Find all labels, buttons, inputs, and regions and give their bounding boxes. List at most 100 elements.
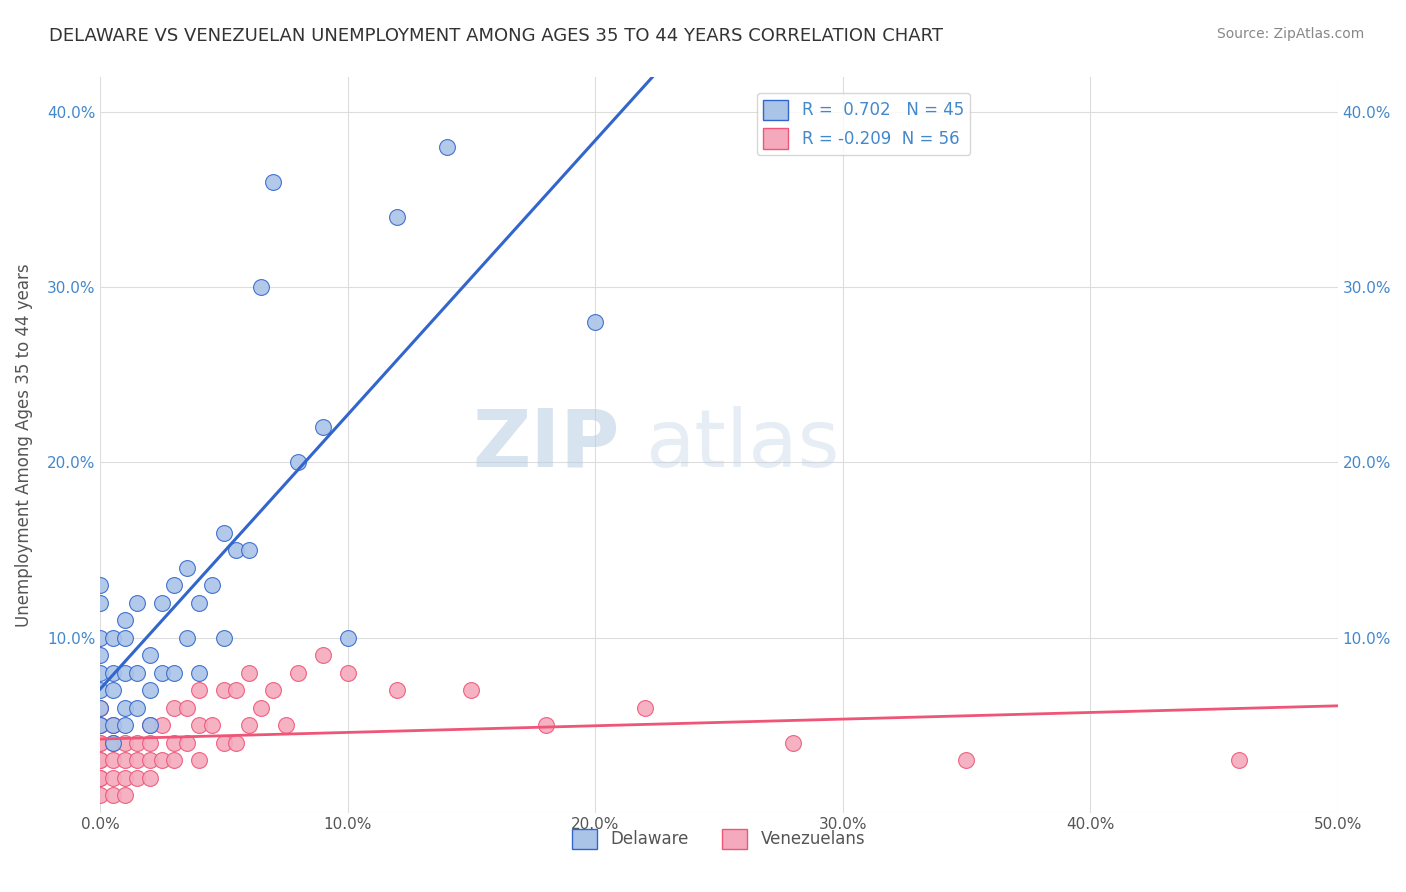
Point <box>250 700 273 714</box>
Point <box>127 700 149 714</box>
Point <box>139 735 162 749</box>
Point <box>101 683 124 698</box>
Point <box>114 700 136 714</box>
Point <box>127 753 149 767</box>
Point <box>201 718 224 732</box>
Point <box>114 718 136 732</box>
Point <box>238 718 260 732</box>
Point <box>114 788 136 802</box>
Point <box>89 771 111 785</box>
Point <box>212 631 235 645</box>
Text: ZIP: ZIP <box>472 406 620 484</box>
Point <box>176 735 198 749</box>
Point <box>139 753 162 767</box>
Point <box>89 718 111 732</box>
Point <box>287 665 309 680</box>
Point <box>188 718 211 732</box>
Point <box>101 718 124 732</box>
Point <box>238 543 260 558</box>
Point <box>114 735 136 749</box>
Point <box>127 771 149 785</box>
Point <box>312 648 335 662</box>
Point <box>263 683 285 698</box>
Point <box>634 700 657 714</box>
Point <box>101 665 124 680</box>
Point <box>188 665 211 680</box>
Point <box>163 578 186 592</box>
Point <box>212 735 235 749</box>
Point <box>89 631 111 645</box>
Point <box>188 595 211 609</box>
Point <box>139 648 162 662</box>
Legend: R =  0.702   N = 45, R = -0.209  N = 56: R = 0.702 N = 45, R = -0.209 N = 56 <box>756 93 970 155</box>
Point <box>101 735 124 749</box>
Point <box>176 560 198 574</box>
Text: Source: ZipAtlas.com: Source: ZipAtlas.com <box>1216 27 1364 41</box>
Point <box>89 648 111 662</box>
Point <box>163 700 186 714</box>
Point <box>387 683 409 698</box>
Point <box>238 665 260 680</box>
Point <box>163 665 186 680</box>
Text: DELAWARE VS VENEZUELAN UNEMPLOYMENT AMONG AGES 35 TO 44 YEARS CORRELATION CHART: DELAWARE VS VENEZUELAN UNEMPLOYMENT AMON… <box>49 27 943 45</box>
Point <box>225 735 247 749</box>
Point <box>955 753 977 767</box>
Point <box>250 280 273 294</box>
Point <box>201 578 224 592</box>
Point <box>127 665 149 680</box>
Point <box>139 771 162 785</box>
Point <box>89 753 111 767</box>
Point <box>101 771 124 785</box>
Point <box>127 735 149 749</box>
Point <box>89 595 111 609</box>
Point <box>150 753 173 767</box>
Point <box>150 595 173 609</box>
Point <box>336 631 359 645</box>
Point <box>89 683 111 698</box>
Point <box>225 543 247 558</box>
Text: atlas: atlas <box>645 406 839 484</box>
Point <box>176 631 198 645</box>
Y-axis label: Unemployment Among Ages 35 to 44 years: Unemployment Among Ages 35 to 44 years <box>15 263 32 627</box>
Point <box>89 665 111 680</box>
Point <box>163 735 186 749</box>
Point <box>89 578 111 592</box>
Point <box>89 735 111 749</box>
Point <box>188 753 211 767</box>
Point <box>150 665 173 680</box>
Point <box>139 683 162 698</box>
Point <box>436 140 458 154</box>
Point <box>312 420 335 434</box>
Point <box>1227 753 1250 767</box>
Point <box>101 631 124 645</box>
Point <box>114 753 136 767</box>
Point <box>114 631 136 645</box>
Point <box>114 771 136 785</box>
Point <box>583 316 606 330</box>
Point <box>89 735 111 749</box>
Point <box>163 753 186 767</box>
Point <box>274 718 297 732</box>
Point <box>89 718 111 732</box>
Point <box>460 683 482 698</box>
Point <box>188 683 211 698</box>
Point <box>101 718 124 732</box>
Point <box>225 683 247 698</box>
Point <box>336 665 359 680</box>
Point <box>150 718 173 732</box>
Point <box>89 718 111 732</box>
Point <box>387 211 409 225</box>
Point <box>114 613 136 627</box>
Point <box>101 788 124 802</box>
Point <box>139 718 162 732</box>
Point <box>89 771 111 785</box>
Point <box>101 753 124 767</box>
Point <box>782 735 804 749</box>
Point <box>139 718 162 732</box>
Point <box>534 718 557 732</box>
Point <box>263 176 285 190</box>
Point <box>212 683 235 698</box>
Point <box>89 753 111 767</box>
Point <box>101 735 124 749</box>
Point <box>287 455 309 469</box>
